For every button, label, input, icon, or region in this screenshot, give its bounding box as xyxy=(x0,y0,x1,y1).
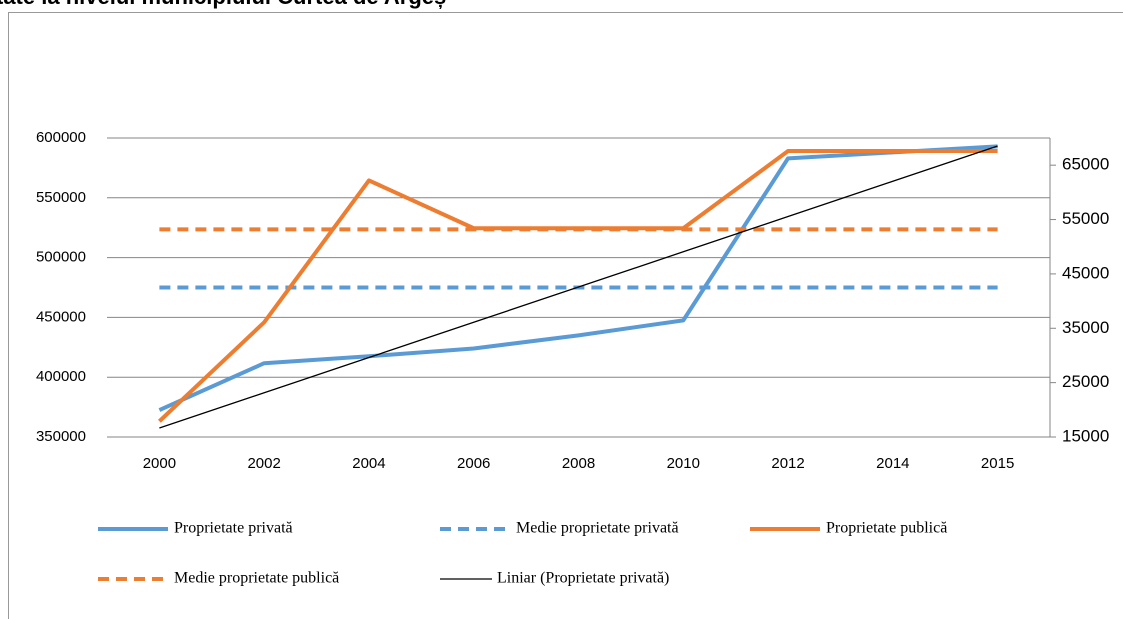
x-tick-label: 2015 xyxy=(981,455,1014,472)
y-tick-label: 550000 xyxy=(36,189,86,206)
y2-tick-label: 65000 xyxy=(1062,155,1109,174)
x-tick-label: 2006 xyxy=(457,455,490,472)
y-tick-label: 350000 xyxy=(36,428,86,445)
y2-tick-label: 35000 xyxy=(1062,318,1109,337)
x-tick-label: 2012 xyxy=(771,455,804,472)
legend-label: Medie proprietate privată xyxy=(516,520,679,537)
chart-title: tate la nivelul municipiului Curtea de A… xyxy=(0,0,446,9)
x-tick-label: 2004 xyxy=(352,455,385,472)
x-tick-label: 2002 xyxy=(247,455,280,472)
y2-tick-label: 25000 xyxy=(1062,372,1109,391)
legend-label: Proprietate publică xyxy=(826,520,947,537)
legend-label: Proprietate privată xyxy=(174,520,293,537)
legend-label: Medie proprietate publică xyxy=(174,570,339,587)
y2-tick-label: 45000 xyxy=(1062,263,1109,282)
x-tick-label: 2014 xyxy=(876,455,909,472)
series-line xyxy=(158,144,998,412)
x-tick-label: 2010 xyxy=(667,455,700,472)
series-line xyxy=(159,145,998,429)
y-tick-label: 600000 xyxy=(36,129,86,146)
x-tick-label: 2000 xyxy=(143,455,176,472)
y-tick-label: 450000 xyxy=(36,308,86,325)
chart-border xyxy=(8,12,1123,619)
legend-label: Liniar (Proprietate privată) xyxy=(497,570,669,587)
x-tick-label: 2008 xyxy=(562,455,595,472)
y-tick-label: 500000 xyxy=(36,249,86,266)
y-tick-label: 400000 xyxy=(36,368,86,385)
y2-tick-label: 55000 xyxy=(1062,209,1109,228)
y2-tick-label: 15000 xyxy=(1062,426,1109,445)
